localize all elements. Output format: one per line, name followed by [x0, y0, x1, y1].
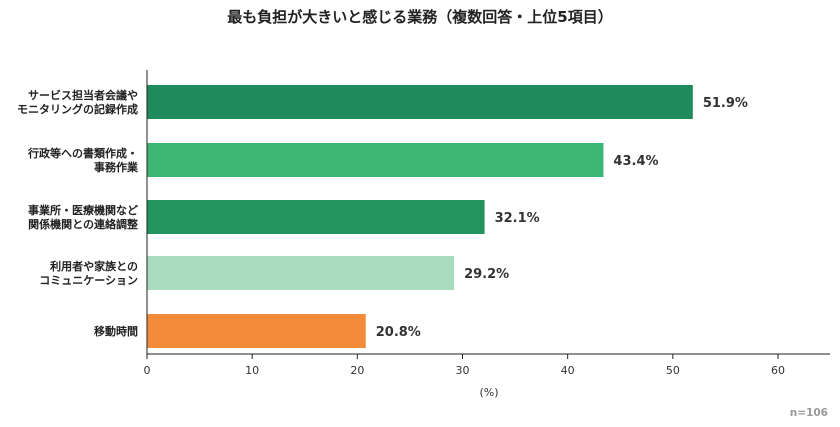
x-ticks: 0 10 20 30 40 50 60	[144, 354, 785, 377]
x-tick-label: 30	[456, 364, 470, 377]
value-label-5: 20.8%	[376, 325, 421, 340]
x-tick-label: 10	[245, 364, 259, 377]
axes	[146, 70, 830, 355]
x-axis-label: (%)	[479, 386, 498, 399]
bar-3	[147, 200, 485, 234]
bar-5	[147, 314, 366, 348]
category-label-5: 移動時間	[94, 324, 138, 338]
x-tick-label: 50	[666, 364, 680, 377]
category-label-4: 利用者や家族とのコミュニケーション	[39, 259, 138, 287]
value-label-4: 29.2%	[464, 267, 509, 282]
bar-1	[147, 85, 693, 119]
x-tick-label: 60	[771, 364, 785, 377]
value-label-1: 51.9%	[703, 96, 748, 111]
bar-4	[147, 256, 455, 290]
category-label-2: 行政等への書類作成・事務作業	[27, 146, 139, 174]
category-labels: サービス担当者会議やモニタリングの記録作成行政等への書類作成・事務作業事業所・医…	[17, 88, 139, 338]
chart-title: 最も負担が大きいと感じる業務（複数回答・上位5項目）	[227, 8, 612, 26]
sample-size-note: n=106	[790, 407, 828, 419]
x-tick-label: 0	[144, 364, 151, 377]
category-label-3: 事業所・医療機関など関係機関との連絡調整	[28, 203, 138, 231]
value-labels: 51.9% 43.4% 32.1% 29.2% 20.8%	[376, 96, 748, 340]
bars-group	[147, 85, 693, 348]
value-label-3: 32.1%	[495, 211, 540, 226]
value-label-2: 43.4%	[613, 154, 658, 169]
bar-2	[147, 143, 604, 177]
category-label-1: サービス担当者会議やモニタリングの記録作成	[17, 88, 138, 116]
x-tick-label: 40	[561, 364, 575, 377]
x-tick-label: 20	[350, 364, 364, 377]
